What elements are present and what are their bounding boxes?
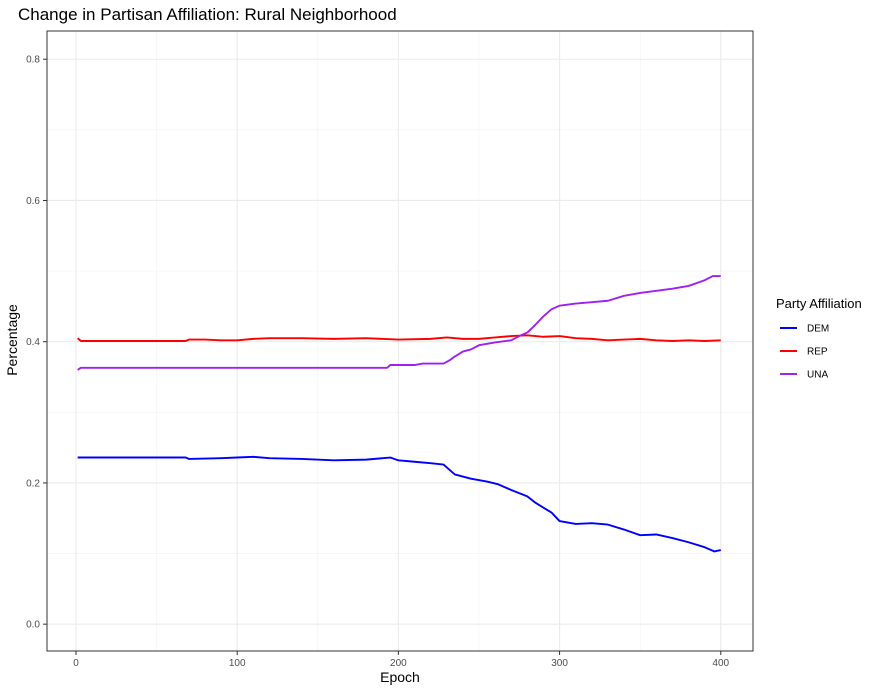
y-axis-label: Percentage (4, 304, 20, 376)
x-axis-label: Epoch (380, 669, 420, 685)
legend-label-dem: DEM (807, 324, 829, 335)
chart-title: Change in Partisan Affiliation: Rural Ne… (18, 5, 397, 24)
x-tick-label: 300 (551, 658, 568, 669)
y-tick-label: 0.0 (26, 620, 40, 631)
legend-title: Party Affiliation (776, 296, 862, 311)
series-lines (77, 275, 721, 553)
legend-label-una: UNA (807, 370, 828, 381)
x-tick-label: 0 (73, 658, 79, 669)
series-line-una (77, 275, 721, 371)
legend-label-rep: REP (807, 347, 828, 358)
series-line-dem (77, 455, 721, 553)
x-tick-label: 400 (712, 658, 729, 669)
y-tick-label: 0.8 (26, 55, 40, 66)
x-tick-label: 100 (229, 658, 246, 669)
y-tick-label: 0.4 (26, 337, 40, 348)
y-tick-label: 0.6 (26, 196, 40, 207)
legend: DEM REP UNA (780, 324, 829, 381)
axis-ticks: 0 100 200 300 400 0.0 0.2 0.4 0.6 0.8 (26, 55, 729, 669)
plot-border (46, 30, 754, 652)
x-tick-label: 200 (390, 658, 407, 669)
y-tick-label: 0.2 (26, 478, 40, 489)
series-line-rep (77, 334, 721, 342)
